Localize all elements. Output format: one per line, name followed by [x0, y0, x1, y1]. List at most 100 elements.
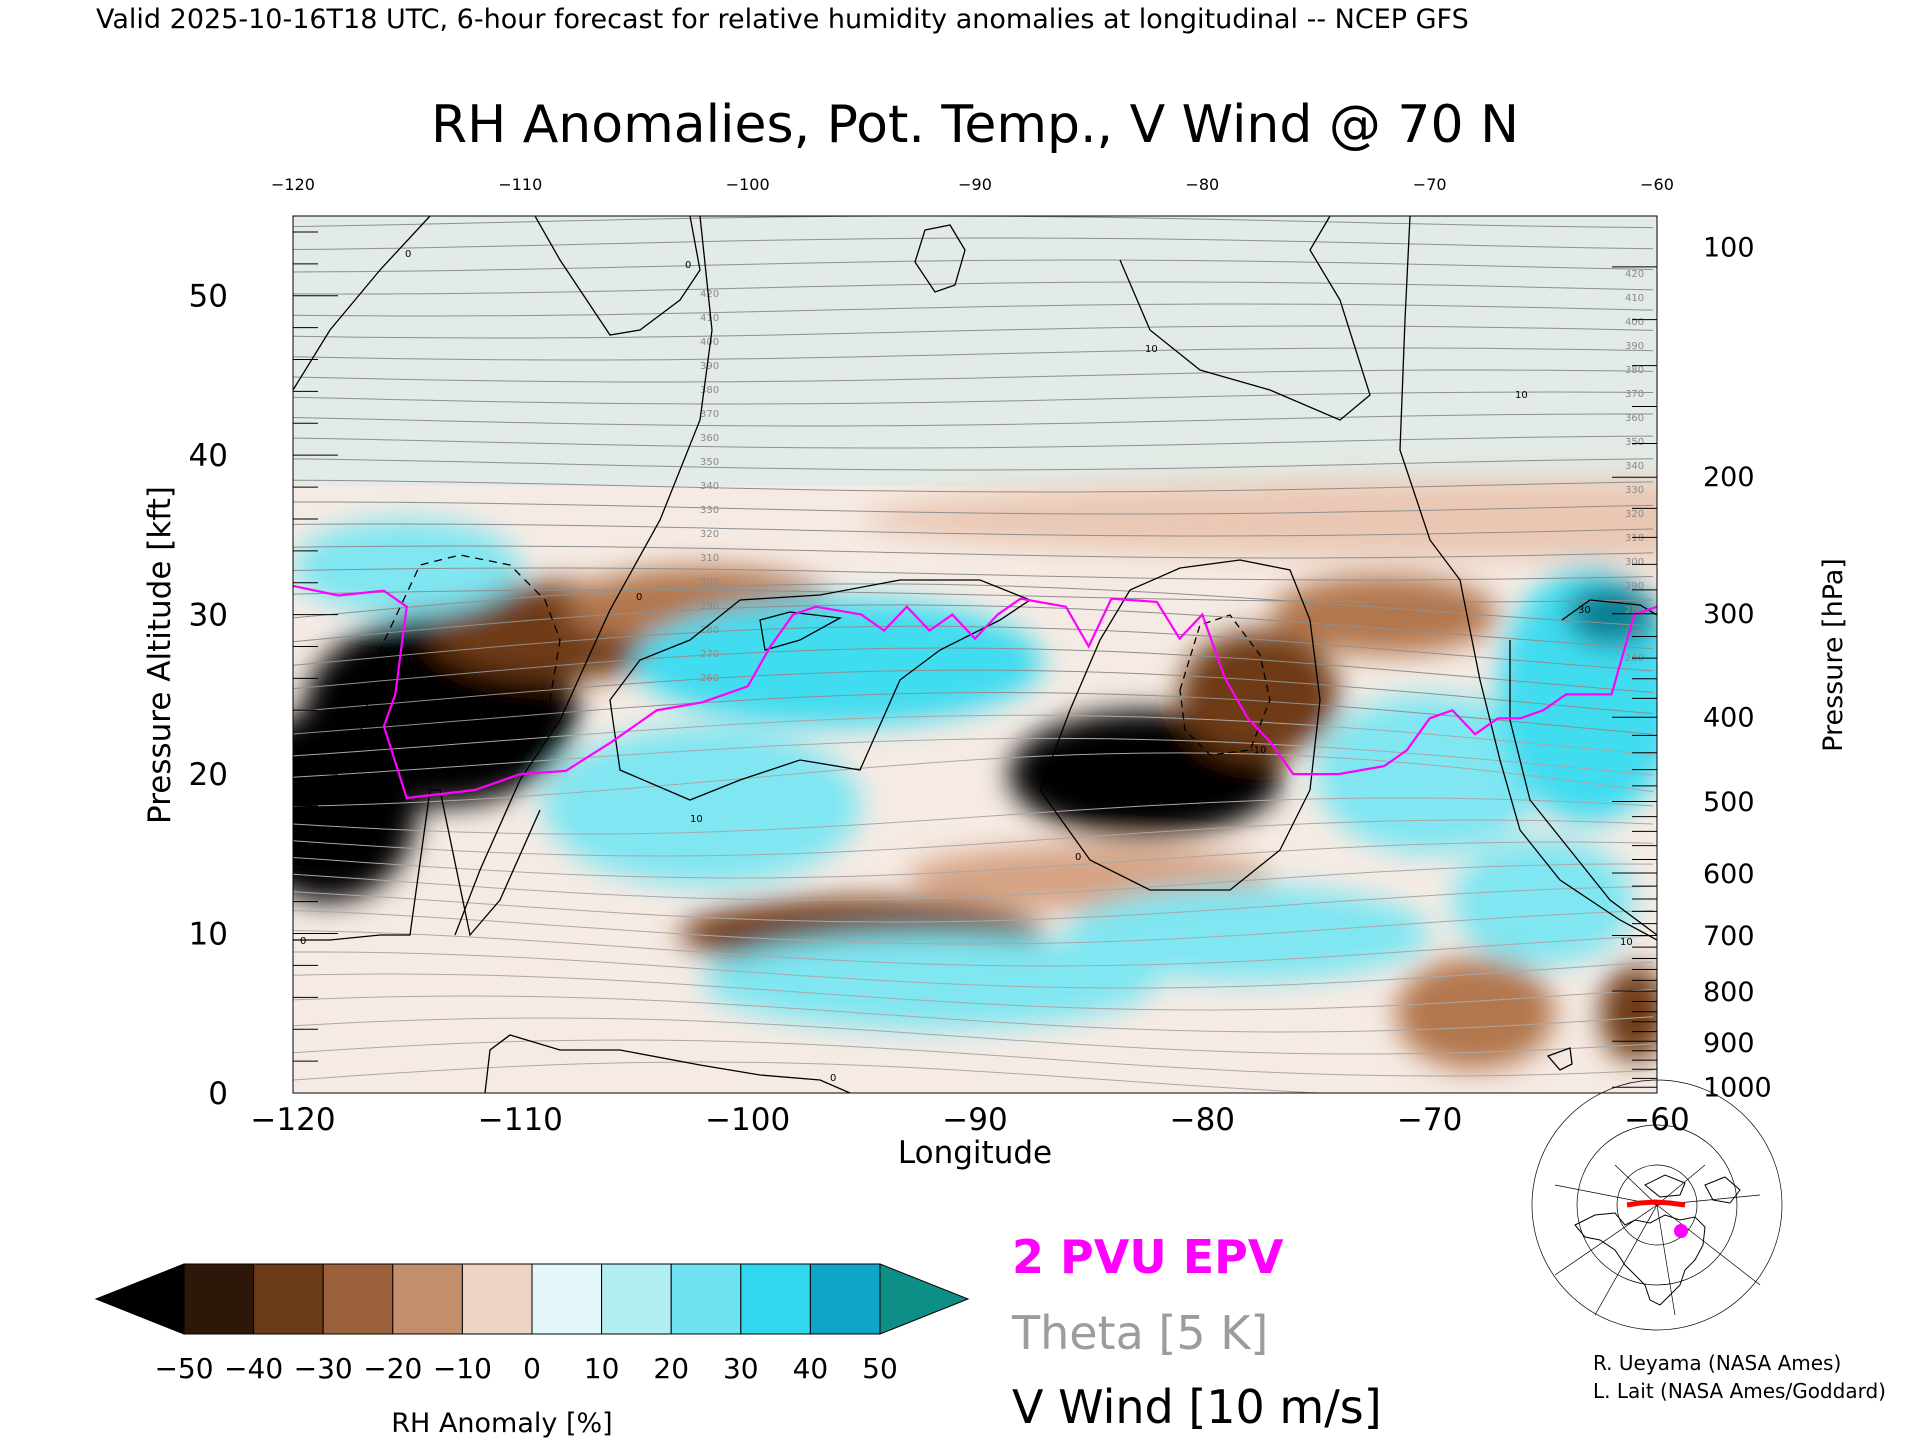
pressure-tick-label: 200 [1703, 462, 1755, 493]
theta-contour-37 [293, 259, 1654, 273]
theta-label-west-280: 280 [700, 625, 719, 636]
theta-contour-12 [293, 797, 1654, 835]
theta-contour-15 [293, 714, 1654, 757]
rh-blob-18 [1566, 582, 1657, 647]
rh-blob-6 [1270, 574, 1498, 655]
v-wind-contour-dashed-west [359, 554, 561, 736]
colorbar-low-arrow [94, 1263, 185, 1335]
y2-axis-label: Pressure [hPa] [1818, 558, 1849, 752]
theta-label-west-270: 270 [700, 649, 719, 660]
map-graticule-ring-3 [1531, 1079, 1783, 1331]
colorbar-segment-3 [392, 1263, 463, 1335]
x-tick-label: −120 [250, 1102, 335, 1138]
theta-contour-23 [293, 567, 1654, 581]
theta-contour-22 [293, 589, 1654, 603]
x-top-tick-label: −60 [1640, 175, 1674, 194]
v-wind-label-2: 10 [1145, 344, 1158, 355]
theta-contour-31 [293, 391, 1654, 405]
colorbar-tick-label: 40 [793, 1352, 829, 1385]
pressure-tick-label: 1000 [1703, 1073, 1772, 1104]
map-coastlines [1574, 1174, 1741, 1306]
v-wind-contour-east-descent [1399, 216, 1657, 941]
x-tick-label: −90 [942, 1102, 1007, 1138]
theta-contour-4 [293, 973, 1654, 1011]
colorbar-segment-5 [531, 1263, 603, 1335]
theta-label-east-290: 290 [1625, 581, 1644, 592]
theta-label-east-270: 270 [1625, 629, 1644, 640]
theta-contour-17 [293, 669, 1654, 715]
legend-vwind: V Wind [10 m/s] [1012, 1380, 1382, 1434]
theta-label-west-290: 290 [700, 601, 719, 612]
y-axis-right-pressure: 100 200 300 400 500 600 700 800 900 1000 [1703, 232, 1772, 1103]
theta-label-west-420: 420 [700, 289, 719, 300]
upper-neutral-band [293, 216, 1657, 486]
colorbar-tick-label: −10 [433, 1352, 492, 1385]
colorbar-segment-8 [740, 1263, 811, 1335]
theta-contour-6 [293, 930, 1654, 967]
theta-contour-11 [293, 819, 1654, 857]
theta-contour-24 [293, 545, 1654, 559]
v-wind-label-10: 0 [300, 936, 306, 947]
valid-time-header: Valid 2025-10-16T18 UTC, 6-hour forecast… [96, 4, 1469, 35]
plot-frame [292, 215, 1658, 1094]
theta-label-west-320: 320 [700, 529, 719, 540]
theta-label-west-260: 260 [700, 673, 719, 684]
x-tick-label: −80 [1170, 1102, 1235, 1138]
theta-contour-9 [293, 863, 1654, 901]
y-tick-label: 50 [189, 279, 228, 315]
x-tick-label: −110 [478, 1102, 563, 1138]
x-top-tick-label: −80 [1185, 175, 1219, 194]
colorbar-segment-1 [253, 1263, 324, 1335]
rh-blob-20 [1452, 837, 1635, 966]
rh-blob-5 [1179, 630, 1339, 759]
map-graticule-ring-1 [1616, 1164, 1698, 1246]
credit-line-2: L. Lait (NASA Ames/Goddard) [1593, 1379, 1886, 1403]
theta-label-east-390: 390 [1625, 341, 1644, 352]
v-wind-label-4: 0 [636, 592, 642, 603]
theta-contour-8 [293, 885, 1654, 923]
rh-blob-11 [861, 479, 1657, 559]
theta-label-west-330: 330 [700, 505, 719, 516]
location-map-inset [1531, 1079, 1783, 1331]
theta-label-east-360: 360 [1625, 413, 1644, 424]
theta-contour-5 [293, 951, 1654, 989]
pressure-tick-label: 400 [1703, 703, 1755, 734]
v-wind-contour-10-east [1119, 216, 1371, 421]
colorbar-segment-0 [183, 1263, 255, 1335]
theta-label-east-420: 420 [1625, 269, 1644, 280]
colorbar-tick-label: −50 [154, 1352, 213, 1385]
theta-label-east-310: 310 [1625, 533, 1644, 544]
epv-2pvu-line [293, 584, 1657, 800]
rh-blob-14 [702, 933, 1157, 1030]
theta-label-west-370: 370 [700, 409, 719, 420]
rh-anomaly-field [293, 216, 1657, 1070]
colorbar-tick-label: −20 [363, 1352, 422, 1385]
pressure-tick-label: 500 [1703, 787, 1755, 818]
v-wind-label-11: 0 [830, 1073, 836, 1084]
plot-inner-ticks [293, 231, 1657, 1094]
colorbar-segment-6 [601, 1263, 672, 1335]
theta-label-west-350: 350 [700, 457, 719, 468]
x-axis-label: Longitude [898, 1135, 1052, 1171]
theta-label-west-400: 400 [700, 337, 719, 348]
x-tick-label: −100 [705, 1102, 790, 1138]
theta-label-west-360: 360 [700, 433, 719, 444]
v-wind-contour-dashed-east [1179, 614, 1271, 756]
legend-theta: Theta [5 K] [1011, 1306, 1268, 1360]
v-wind-label-3: 10 [1515, 390, 1528, 401]
theta-contour-30 [293, 413, 1653, 427]
x-top-tick-label: −100 [726, 175, 770, 194]
y-axis-left: 0 10 20 30 40 50 [189, 279, 228, 1112]
theta-contour-1 [293, 1039, 1654, 1077]
y-tick-label: 10 [189, 917, 228, 953]
theta-contour-25 [293, 523, 1654, 537]
theta-label-east-380: 380 [1625, 365, 1644, 376]
v-wind-contour-10-loop [609, 579, 1032, 801]
theta-contour-7 [293, 909, 1654, 945]
v-wind-label-0: 0 [405, 249, 411, 260]
theta-contour-29 [293, 435, 1654, 449]
theta-label-east-320: 320 [1625, 509, 1644, 520]
colorbar-tick-label: −30 [294, 1352, 353, 1385]
v-wind-label-6: 0 [1075, 852, 1081, 863]
theta-contour-0 [293, 1061, 1332, 1093]
